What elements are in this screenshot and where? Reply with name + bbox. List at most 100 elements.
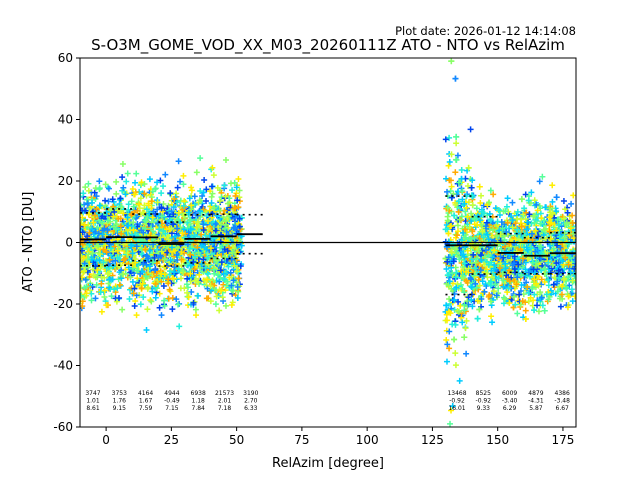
data-point: [523, 226, 530, 233]
data-point: [198, 260, 205, 267]
data-point: [180, 172, 187, 179]
data-point: [522, 315, 529, 322]
data-point: [513, 281, 520, 288]
data-point: [504, 219, 511, 226]
data-point: [504, 289, 511, 296]
data-point: [487, 187, 494, 194]
data-point: [89, 208, 96, 215]
data-point: [158, 248, 165, 255]
data-point: [93, 281, 100, 288]
x-axis-label: RelAzim [degree]: [272, 456, 384, 471]
data-point: [569, 251, 576, 258]
data-point: [223, 221, 230, 228]
data-point: [454, 180, 461, 187]
data-point: [140, 294, 147, 301]
data-point: [127, 274, 134, 281]
data-point: [478, 296, 485, 303]
data-point: [132, 179, 139, 186]
data-point: [447, 187, 454, 194]
bin-stat-text: 5.87: [529, 405, 543, 412]
data-point: [463, 268, 470, 275]
data-point: [86, 229, 93, 236]
data-point: [134, 267, 141, 274]
data-point: [179, 206, 186, 213]
data-point: [177, 224, 184, 231]
data-point: [175, 301, 182, 308]
data-point: [509, 217, 516, 224]
data-point: [448, 183, 455, 190]
data-point: [233, 268, 240, 275]
data-point: [168, 244, 175, 251]
data-point: [163, 226, 170, 233]
data-point: [517, 301, 524, 308]
data-point: [108, 293, 115, 300]
data-point: [133, 170, 140, 177]
data-point: [531, 291, 538, 298]
data-point: [564, 209, 571, 216]
y-axis-ticks: -60 -40 -20 0 20 40 60: [53, 51, 80, 434]
data-point: [196, 271, 203, 278]
data-point: [514, 208, 521, 215]
data-point: [102, 242, 109, 249]
data-point: [130, 227, 137, 234]
data-point: [155, 220, 162, 227]
data-point: [450, 258, 457, 265]
data-point: [134, 244, 141, 251]
data-point: [178, 275, 185, 282]
data-point: [471, 221, 478, 228]
data-point: [170, 221, 177, 228]
data-point: [193, 312, 200, 319]
data-point: [228, 256, 235, 263]
y-tick-label: -40: [53, 359, 73, 373]
data-point: [472, 280, 479, 287]
data-point: [174, 245, 181, 252]
data-point: [160, 183, 167, 190]
data-point: [443, 175, 450, 182]
data-point: [518, 272, 525, 279]
data-point: [137, 195, 144, 202]
data-point: [167, 190, 174, 197]
data-point: [146, 176, 153, 183]
x-tick-label: 125: [421, 433, 444, 447]
data-point: [218, 259, 225, 266]
data-point: [464, 213, 471, 220]
data-point: [112, 257, 119, 264]
data-point: [92, 295, 99, 302]
data-point: [495, 285, 502, 292]
bin-stat-text: 3753: [112, 390, 127, 397]
data-point: [454, 281, 461, 288]
data-point: [455, 208, 462, 215]
data-point: [515, 261, 522, 268]
data-point: [117, 195, 124, 202]
data-point: [567, 236, 574, 243]
data-point: [149, 259, 156, 266]
data-point: [447, 223, 454, 230]
data-point: [188, 288, 195, 295]
data-point: [161, 256, 168, 263]
data-point: [85, 187, 92, 194]
data-point: [477, 199, 484, 206]
data-point: [221, 246, 228, 253]
data-point: [531, 307, 538, 314]
data-point: [97, 289, 104, 296]
data-point: [224, 278, 231, 285]
data-point: [518, 220, 525, 227]
data-point: [455, 308, 462, 315]
data-point: [208, 183, 215, 190]
data-point: [130, 203, 137, 210]
data-point: [496, 227, 503, 234]
data-point: [96, 257, 103, 263]
data-point: [186, 217, 193, 224]
data-point: [148, 298, 155, 305]
data-point: [96, 250, 103, 257]
data-point: [102, 181, 109, 188]
data-point: [143, 273, 150, 280]
data-point: [230, 277, 237, 284]
data-point: [207, 283, 214, 290]
data-point: [156, 226, 163, 233]
data-point: [553, 208, 560, 215]
data-point: [530, 266, 537, 273]
data-point: [489, 254, 496, 261]
data-point: [202, 264, 209, 271]
data-point: [463, 350, 470, 357]
